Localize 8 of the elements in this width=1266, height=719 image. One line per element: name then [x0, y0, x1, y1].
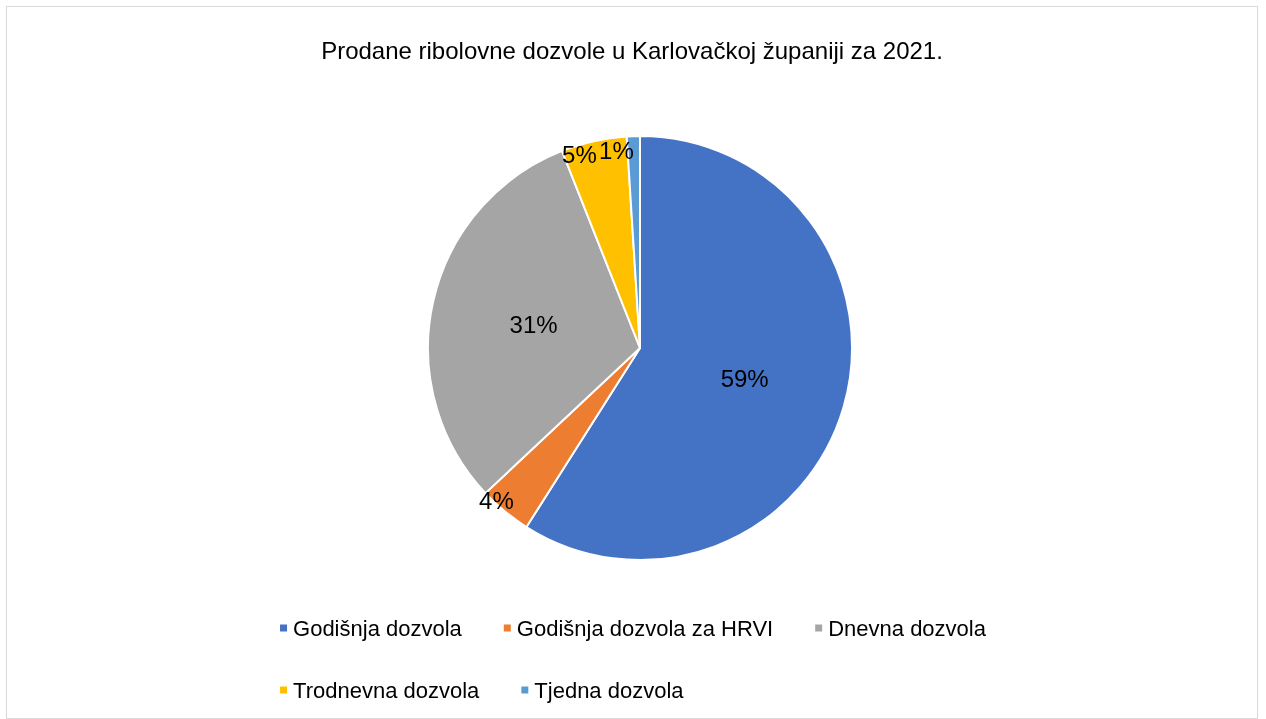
- legend-label: Tjedna dozvola: [534, 677, 685, 703]
- chart-title: Prodane ribolovne dozvole u Karlovačkoj županiji za 2021.: [321, 36, 943, 64]
- data-label: 31%: [509, 310, 558, 338]
- legend-label: Dnevna dozvola: [828, 615, 987, 641]
- legend-label: Godišnja dozvola za HRVI: [516, 615, 774, 641]
- legend-label: Trodnevna dozvola: [293, 677, 481, 703]
- legend-label: Godišnja dozvola: [293, 615, 463, 641]
- data-label: 59%: [720, 364, 769, 392]
